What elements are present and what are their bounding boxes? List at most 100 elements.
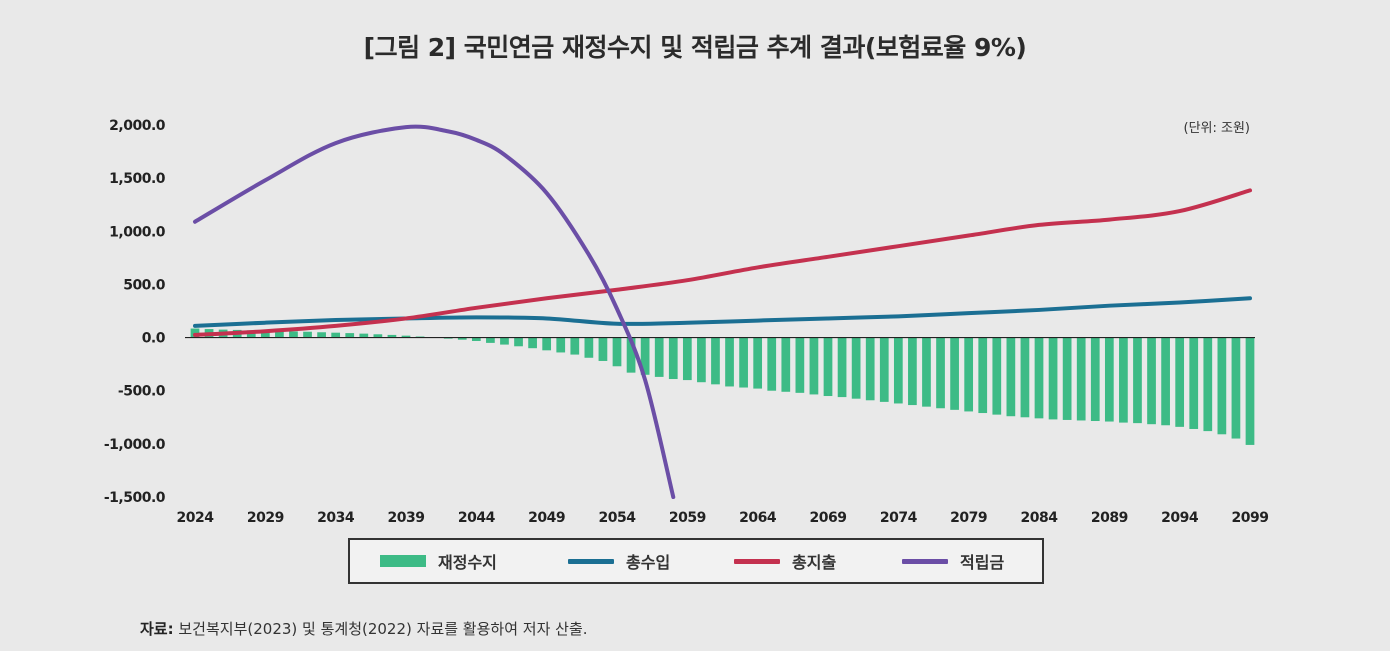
y-tick-label: 1,500.0 [109,171,166,187]
balance-bar [992,337,1002,415]
x-tick-label: 2049 [528,510,565,526]
balance-bar [654,337,664,377]
balance-bar [1147,337,1156,425]
balance-bar [359,333,369,338]
y-tick-label: 0.0 [142,331,166,347]
balance-bar [1133,337,1142,424]
balance-bar [1034,337,1044,419]
balance-bar [865,337,875,401]
balance-bar [936,337,945,409]
legend-swatch-fund [902,558,948,564]
x-tick-label: 2029 [247,510,284,526]
balance-bar [1076,337,1086,421]
unit-label: (단위: 조원) [1183,121,1251,136]
x-tick-label: 2089 [1091,510,1128,526]
x-tick-label: 2069 [810,510,847,526]
balance-bar [401,335,411,338]
balance-bar [1161,337,1170,426]
balance-bar [387,334,397,338]
balance-bar [457,337,467,340]
balance-bar [275,330,284,338]
legend: 재정수지 총수입 총지출 적립금 [348,538,1044,584]
balance-bar [1104,337,1114,422]
revenue-line [193,296,1252,328]
balance-bar [331,332,341,338]
balance-bar [964,337,974,412]
balance-bar [725,337,734,387]
balance-bar [471,337,481,341]
balance-bar [598,337,608,361]
legend-label-revenue: 총수입 [626,553,671,572]
balance-bar [781,337,791,392]
x-tick-label: 2084 [1021,510,1059,526]
y-tick-label: -1,000.0 [104,437,166,453]
balance-bar [303,331,312,338]
source-note: 자료: 보건복지부(2023) 및 통계청(2022) 자료를 활용하여 저자 … [140,618,588,639]
balance-bar [922,337,931,407]
y-axis-labels: 2,000.0 1,500.0 1,000.0 500.0 0.0 -500.0 -1,00… [104,118,166,506]
y-tick-label: -1,500.0 [104,490,166,506]
x-tick-label: 2024 [177,510,215,526]
expenditure-line [193,188,1252,337]
fund-line [193,124,676,499]
balance-bar [950,337,959,410]
legend-swatch-expenditure [734,558,780,564]
x-tick-label: 2094 [1161,510,1199,526]
legend-label-fund: 적립금 [960,553,1005,572]
balance-bar [1203,337,1213,432]
x-tick-label: 2079 [950,510,987,526]
legend-label-balance: 재정수지 [438,553,497,572]
balance-bar [1006,337,1016,417]
balance-bar [542,337,552,351]
x-tick-label: 2039 [388,510,425,526]
balance-bar [823,337,833,397]
balance-bar [1062,337,1072,420]
balance-bar [668,337,678,380]
balance-bar [373,334,383,338]
x-tick-label: 2059 [669,510,706,526]
balance-bars [190,328,1255,445]
balance-bar [851,337,861,399]
balance-bar [260,330,270,338]
balance-bar [837,337,847,398]
balance-bar [682,337,692,381]
balance-bar [289,331,298,338]
balance-bar [486,337,495,343]
balance-bar [978,337,988,414]
series-lines [193,124,1252,499]
y-tick-label: 500.0 [123,277,166,293]
balance-bar [767,337,777,391]
legend-swatch-revenue [568,558,614,564]
balance-bar [570,337,580,355]
x-axis-labels: 2024 2029 2034 2039 2044 2049 2054 2059 2064 2069… [177,510,1269,526]
balance-bar [795,337,805,393]
balance-bar [753,337,763,389]
source-label: 자료: [140,620,174,638]
balance-bar [711,337,720,385]
balance-bar [317,332,326,338]
x-tick-label: 2034 [317,510,355,526]
legend-item-balance: 재정수지 [380,540,497,582]
balance-bar [1245,337,1255,445]
balance-bar [514,337,523,347]
balance-bar [640,337,650,375]
x-tick-label: 2074 [880,510,918,526]
balance-bar [1048,337,1058,420]
legend-label-expenditure: 총지출 [792,553,837,572]
legend-swatch-balance [380,555,426,567]
y-tick-label: 1,000.0 [109,224,166,240]
y-tick-label: -500.0 [118,384,166,400]
x-tick-label: 2099 [1232,510,1269,526]
balance-bar [879,337,889,402]
balance-bar [556,337,566,353]
balance-bar [908,337,917,406]
balance-bar [809,337,819,395]
legend-item-fund: 적립금 [902,540,1004,582]
x-tick-label: 2054 [599,510,637,526]
x-tick-label: 2044 [458,510,496,526]
legend-item-revenue: 총수입 [568,540,670,582]
balance-bar [612,337,622,367]
balance-bar [528,337,537,349]
balance-bar [1119,337,1128,423]
